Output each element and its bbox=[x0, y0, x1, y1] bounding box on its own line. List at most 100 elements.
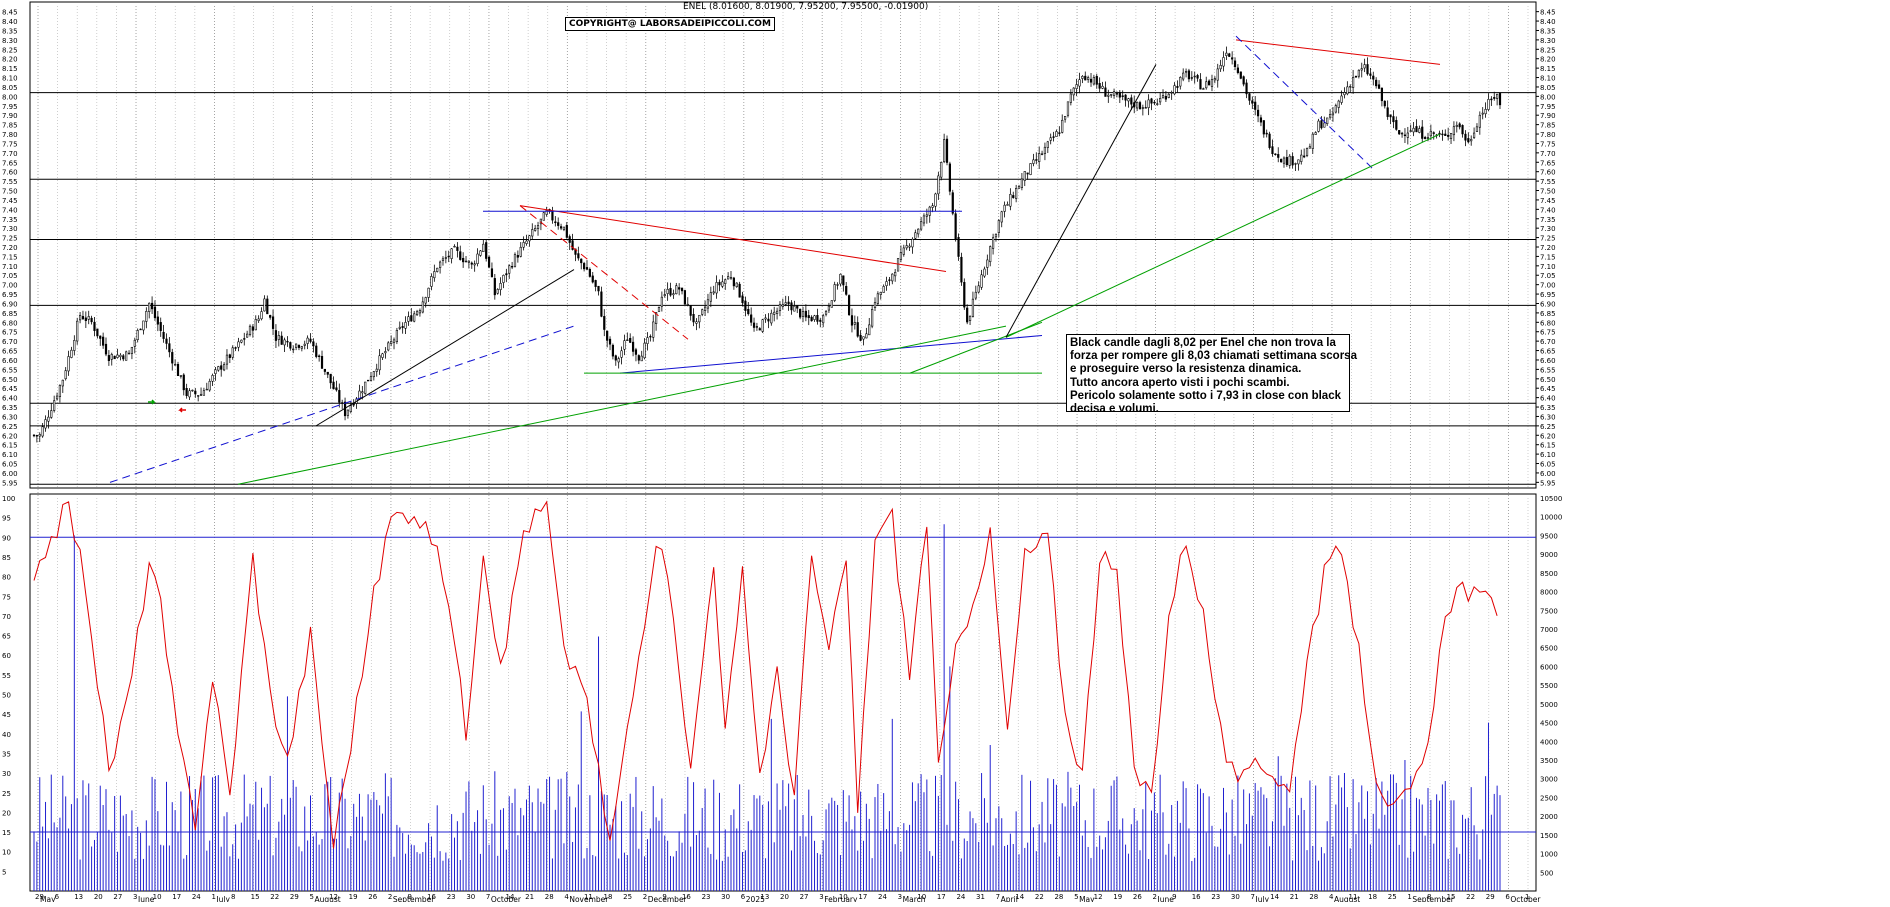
candle-body bbox=[960, 256, 963, 283]
y-osc-tick: 100 bbox=[2, 495, 15, 503]
candle-body bbox=[318, 355, 321, 357]
y-osc-tick: 35 bbox=[2, 750, 11, 758]
candle-body bbox=[885, 281, 888, 287]
candle-body bbox=[1061, 119, 1064, 133]
candle-body bbox=[441, 258, 445, 261]
candle-body bbox=[47, 416, 50, 422]
y-price-tick-left: 6.30 bbox=[2, 413, 18, 421]
candle-body bbox=[176, 363, 180, 377]
candle-body bbox=[341, 402, 344, 404]
candle-body bbox=[911, 238, 914, 248]
candle-body bbox=[712, 291, 715, 294]
candle-body bbox=[585, 267, 589, 270]
x-day-tick: 27 bbox=[800, 893, 809, 901]
x-day-tick: 2 bbox=[1153, 893, 1157, 901]
candle-body bbox=[1398, 130, 1401, 135]
candle-body bbox=[761, 319, 764, 332]
note-line: Pericolo solamente sotto i 7,93 in close… bbox=[1070, 389, 1341, 402]
y-price-tick-right: 7.00 bbox=[1540, 282, 1556, 290]
candle-body bbox=[90, 317, 93, 323]
candle-body bbox=[655, 312, 658, 324]
candle-body bbox=[352, 403, 355, 406]
candle-body bbox=[1326, 117, 1329, 125]
candle-body bbox=[32, 434, 36, 437]
y-price-tick-right: 6.30 bbox=[1540, 413, 1556, 421]
candle-body bbox=[225, 354, 229, 365]
candle-body bbox=[266, 298, 269, 315]
x-day-tick: 14 bbox=[1270, 893, 1279, 901]
candle-body bbox=[1112, 91, 1116, 96]
y-price-tick-left: 7.65 bbox=[2, 159, 18, 167]
y-price-tick-left: 8.25 bbox=[2, 46, 18, 54]
candle-body bbox=[940, 162, 943, 178]
candle-body bbox=[862, 336, 865, 340]
x-day-tick: 6 bbox=[1505, 893, 1510, 901]
candle-body bbox=[922, 215, 926, 224]
candle-body bbox=[390, 341, 393, 344]
candle-body bbox=[600, 291, 603, 317]
y-price-tick-right: 6.75 bbox=[1540, 329, 1556, 337]
y-volume-tick: 5000 bbox=[1540, 701, 1558, 709]
candle-body bbox=[76, 320, 79, 342]
candle-body bbox=[873, 302, 877, 308]
x-day-tick: 12 bbox=[1094, 893, 1103, 901]
candle-body bbox=[421, 301, 424, 313]
candle-body bbox=[580, 258, 583, 264]
y-price-tick-left: 6.10 bbox=[2, 451, 18, 459]
candle-body bbox=[1063, 115, 1067, 120]
y-price-tick-right: 7.40 bbox=[1540, 206, 1556, 214]
candle-body bbox=[1202, 88, 1205, 90]
candle-body bbox=[381, 353, 384, 358]
candle-body bbox=[1314, 132, 1317, 135]
green-arrow-icon bbox=[148, 399, 156, 405]
y-price-tick-left: 6.50 bbox=[2, 376, 18, 384]
candle-body bbox=[709, 292, 712, 302]
candle-body bbox=[332, 381, 335, 390]
x-month-label: September bbox=[1412, 895, 1454, 902]
candle-body bbox=[1173, 85, 1176, 95]
candle-body bbox=[1323, 122, 1326, 128]
candle-body bbox=[1147, 99, 1150, 108]
candle-body bbox=[263, 298, 266, 312]
y-osc-tick: 15 bbox=[2, 829, 11, 837]
x-day-tick: 16 bbox=[1192, 893, 1201, 901]
y-price-tick-right: 7.45 bbox=[1540, 197, 1556, 205]
candle-body bbox=[577, 253, 580, 259]
candle-body bbox=[1167, 93, 1170, 98]
candle-body bbox=[505, 273, 508, 276]
candle-body bbox=[606, 330, 609, 341]
candle-body bbox=[701, 309, 704, 315]
candle-body bbox=[188, 390, 191, 398]
candle-body bbox=[775, 310, 779, 314]
y-price-tick-right: 8.10 bbox=[1540, 75, 1556, 83]
candle-body bbox=[1248, 93, 1251, 101]
candle-body bbox=[637, 355, 640, 361]
candle-body bbox=[822, 315, 825, 324]
candle-body bbox=[545, 210, 548, 215]
candle-body bbox=[1017, 186, 1021, 189]
candle-body bbox=[1115, 93, 1119, 95]
candle-body bbox=[1040, 153, 1044, 155]
candle-body bbox=[1006, 204, 1009, 206]
candle-body bbox=[850, 315, 854, 326]
candle-body bbox=[1066, 101, 1070, 116]
y-volume-tick: 4000 bbox=[1540, 738, 1558, 746]
y-osc-tick: 5 bbox=[2, 868, 6, 876]
candle-body bbox=[796, 305, 799, 309]
candle-body bbox=[1075, 84, 1078, 89]
candle-body bbox=[1297, 159, 1300, 165]
x-day-tick: 28 bbox=[545, 893, 554, 901]
candle-body bbox=[1023, 171, 1026, 181]
y-osc-tick: 30 bbox=[2, 770, 11, 778]
x-day-tick: 4 bbox=[1329, 893, 1334, 901]
y-price-tick-right: 8.05 bbox=[1540, 84, 1556, 92]
candle-body bbox=[727, 276, 730, 280]
candle-body bbox=[750, 314, 753, 323]
candle-body bbox=[326, 371, 329, 375]
y-price-tick-right: 8.20 bbox=[1540, 56, 1556, 64]
x-day-tick: 14 bbox=[506, 893, 515, 901]
candle-body bbox=[1089, 78, 1093, 83]
candle-body bbox=[1118, 91, 1121, 98]
candle-body bbox=[433, 271, 436, 279]
candle-body bbox=[462, 257, 465, 263]
